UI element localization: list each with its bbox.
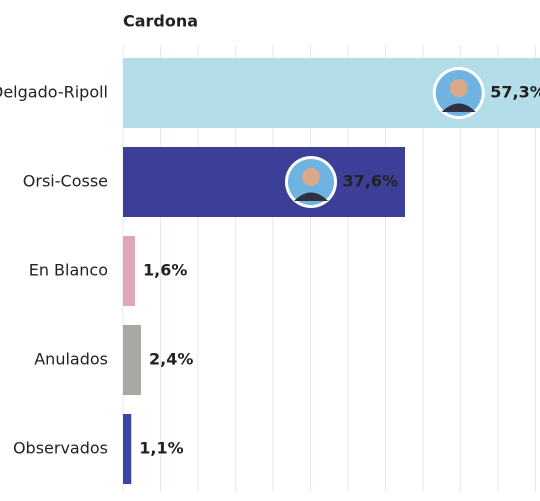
photo-head	[449, 79, 468, 97]
candidate-photo	[432, 67, 485, 119]
chart-title: Cardona	[123, 12, 198, 31]
bar	[123, 325, 141, 395]
bar	[123, 236, 135, 306]
bar	[123, 147, 405, 217]
photo-body	[441, 103, 476, 112]
value-label: 37,6%	[342, 172, 398, 191]
photo-body	[294, 192, 328, 201]
category-label: Anulados	[34, 350, 108, 369]
category-label: Observados	[13, 439, 108, 458]
value-label: 1,6%	[143, 261, 187, 280]
category-label: Orsi-Cosse	[23, 172, 108, 191]
value-label: 2,4%	[149, 350, 193, 369]
value-label: 1,1%	[139, 439, 183, 458]
value-label: 57,3%	[490, 83, 540, 102]
category-label: En Blanco	[29, 261, 108, 280]
candidate-photo	[285, 156, 337, 208]
bar	[123, 414, 132, 484]
category-label: Delgado-Ripoll	[0, 83, 108, 102]
photo-head	[302, 168, 320, 186]
